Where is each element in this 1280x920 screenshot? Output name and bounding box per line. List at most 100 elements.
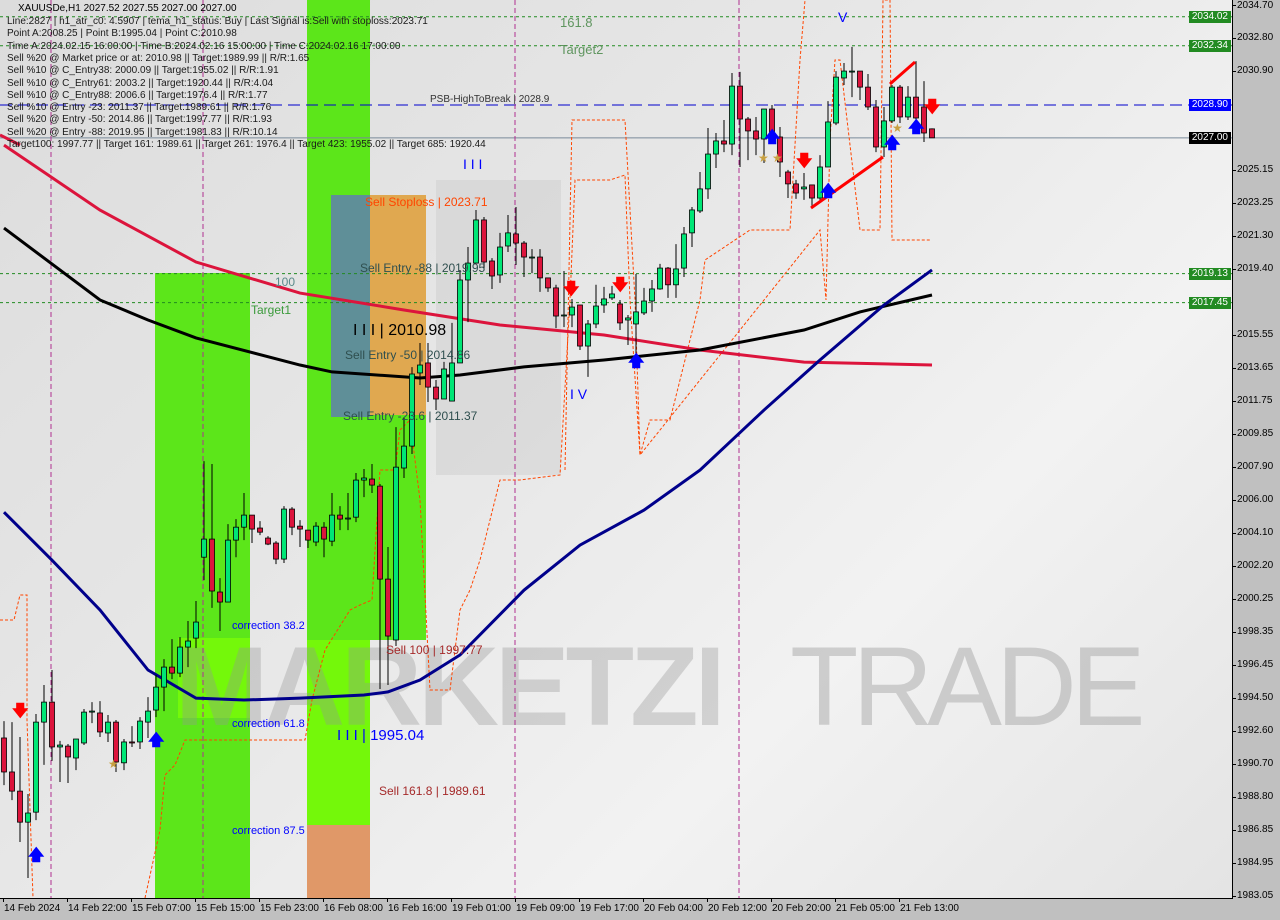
candle-body xyxy=(609,293,615,299)
price-tick xyxy=(1232,796,1236,798)
info-line: Line:2827 | h1_atr_c0: 4.5907 | tema_h1_… xyxy=(7,16,428,27)
candle-body xyxy=(233,526,239,541)
price-chart: 🡇 🡅 🡅 🡅 🡇 🡇 🡅 🡇 🡅 🡅 🡅 🡇 ★ ★ ★ ★ xyxy=(0,0,1232,898)
candle-body xyxy=(337,514,343,520)
candle-body xyxy=(73,738,79,759)
buy-arrow-icon: 🡅 xyxy=(148,731,165,749)
price-tick-label: 2030.90 xyxy=(1237,64,1274,76)
candle-body xyxy=(281,508,287,560)
time-tick xyxy=(899,898,900,902)
candle-body xyxy=(433,386,439,400)
time-tick-label: 20 Feb 20:00 xyxy=(772,903,831,914)
price-tick xyxy=(1232,335,1236,337)
price-tick-label: 2025.15 xyxy=(1237,163,1274,175)
candle xyxy=(801,173,807,200)
candle-body xyxy=(865,86,871,108)
candle-body xyxy=(753,130,759,140)
candle xyxy=(529,249,535,274)
candle xyxy=(881,106,887,157)
time-tick-label: 20 Feb 12:00 xyxy=(708,903,767,914)
candle xyxy=(561,271,567,328)
candle-body xyxy=(449,362,455,402)
candle xyxy=(537,249,543,292)
candle-body xyxy=(321,526,327,540)
candle xyxy=(313,522,319,547)
candle xyxy=(625,314,631,346)
time-tick xyxy=(3,898,4,902)
candle-body xyxy=(585,323,591,347)
star-icon: ★ xyxy=(772,151,783,165)
candle-body xyxy=(529,256,535,259)
candle xyxy=(497,232,503,283)
candle-body xyxy=(913,96,919,119)
info-line: Sell %10 @ Entry -23: 2011.37 || Target:… xyxy=(7,102,272,114)
candle-body xyxy=(817,166,823,199)
candle xyxy=(65,744,71,784)
candle xyxy=(705,127,711,199)
trendline-support xyxy=(810,155,884,210)
candle xyxy=(841,62,847,86)
time-tick-label: 15 Feb 07:00 xyxy=(132,903,191,914)
info-line: Sell %20 @ Entry -88: 2019.95 || Target:… xyxy=(7,126,278,138)
price-tick xyxy=(1232,863,1236,865)
info-line: Sell %20 @ Entry -50: 2014.86 || Target:… xyxy=(7,114,272,126)
candle-body xyxy=(785,171,791,185)
candle-body xyxy=(225,539,231,603)
candle xyxy=(833,71,839,126)
time-tick-label: 16 Feb 08:00 xyxy=(324,903,383,914)
candle xyxy=(897,85,903,123)
time-tick-label: 19 Feb 01:00 xyxy=(452,903,511,914)
candle xyxy=(137,717,143,750)
buy-arrow-icon: 🡅 xyxy=(628,352,645,370)
candle-body xyxy=(385,578,391,637)
candle xyxy=(329,493,335,547)
candle-body xyxy=(729,85,735,145)
candle-body xyxy=(833,76,839,124)
candle xyxy=(689,207,695,248)
candle xyxy=(377,484,383,689)
price-tick-label: 2006.00 xyxy=(1237,494,1274,506)
price-tick xyxy=(1232,764,1236,766)
time-tick xyxy=(515,898,516,902)
buy-arrow-icon: 🡅 xyxy=(884,134,901,152)
candle-body xyxy=(545,277,551,289)
price-tick-label: 1984.95 xyxy=(1237,857,1274,869)
candle-body xyxy=(33,721,39,813)
candle xyxy=(761,108,767,164)
candle xyxy=(729,72,735,156)
price-tick xyxy=(1232,236,1236,238)
candle-body xyxy=(889,86,895,122)
candle xyxy=(129,726,135,747)
candle xyxy=(409,367,415,455)
candle-body xyxy=(673,268,679,286)
candle-body xyxy=(417,364,423,374)
candle-body xyxy=(697,188,703,212)
price-tick-label: 1998.35 xyxy=(1237,626,1274,638)
candle-body xyxy=(873,106,879,148)
candle-body xyxy=(201,538,207,558)
candle xyxy=(737,71,743,167)
candle xyxy=(393,427,399,647)
candle xyxy=(641,287,647,315)
candle xyxy=(57,740,63,782)
candle xyxy=(785,169,791,199)
candle-body xyxy=(857,70,863,88)
candle xyxy=(513,207,519,265)
time-tick xyxy=(387,898,388,902)
price-tick-label: 2013.65 xyxy=(1237,362,1274,374)
candle xyxy=(225,524,231,603)
price-tick-label: 2007.90 xyxy=(1237,461,1274,473)
price-tick xyxy=(1232,368,1236,370)
chart-plot-area[interactable]: MARKETZI TRADE 🡇 🡅 🡅 🡅 🡇 🡇 🡅 🡇 🡅 🡅 🡅 🡇 ★… xyxy=(0,0,1233,899)
price-tick-label: 2015.55 xyxy=(1237,329,1274,341)
candle xyxy=(617,299,623,331)
candle xyxy=(41,685,47,765)
candle xyxy=(633,273,639,366)
candle xyxy=(473,209,479,264)
candle-body xyxy=(769,108,775,138)
candle xyxy=(169,639,175,680)
candle xyxy=(97,701,103,737)
candle xyxy=(361,469,367,498)
price-tick xyxy=(1232,5,1236,6)
candle-body xyxy=(649,288,655,302)
